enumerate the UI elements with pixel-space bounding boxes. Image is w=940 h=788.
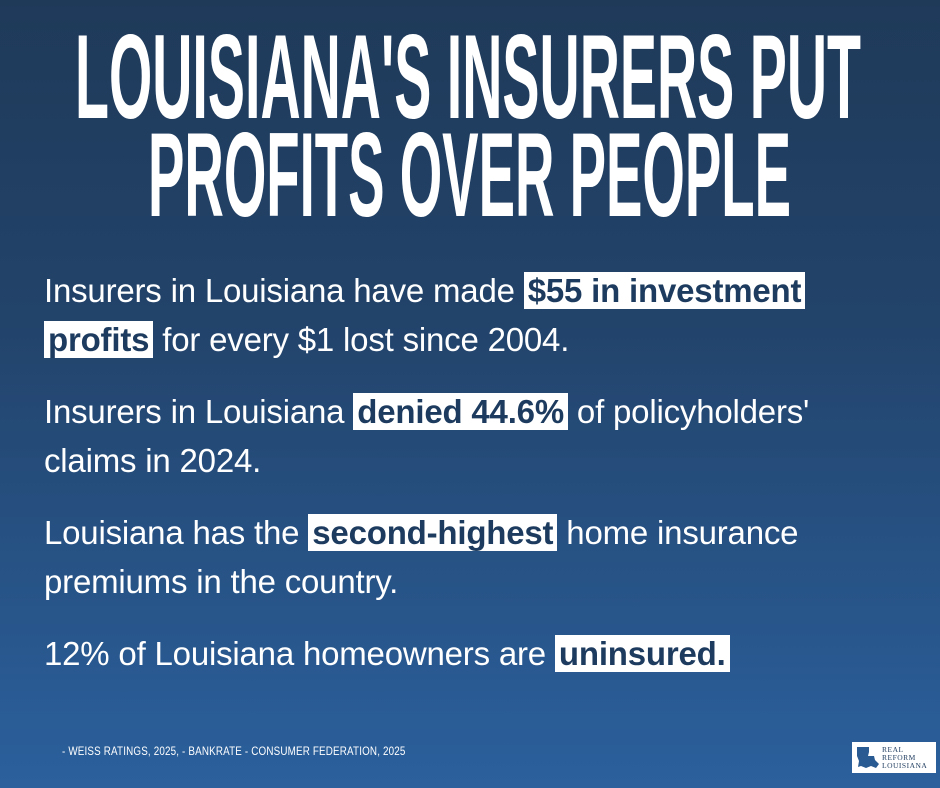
fact-text: Insurers in Louisiana have made [44,272,524,309]
fact-text: of policyholders' claims in 2024. [44,393,810,479]
title-line: PROFITS OVER PEOPLE [148,108,791,240]
fact: Insurers in Louisiana have made $55 in i… [44,266,904,364]
fact-text: 12% of Louisiana homeowners are [44,635,555,672]
highlight-text: uninsured. [554,635,730,672]
logo-text: LOUISIANA [882,761,928,770]
fact-text: home insurance premiums in the country. [44,514,799,600]
logo-icon [857,747,879,768]
logo: REAL REFORM LOUISIANA [852,742,936,773]
logo-text: REAL [882,745,904,754]
logo-text: REFORM [882,753,916,762]
fact-text: Insurers in Louisiana [44,393,354,430]
title-block: LOUISIANA'S INSURERS PUT PROFITS OVER PE… [75,10,861,240]
fact: 12% of Louisiana homeowners are uninsure… [44,629,904,678]
facts: Insurers in Louisiana have made $55 in i… [44,266,904,701]
fact: Insurers in Louisiana denied 44.6% of po… [44,387,904,485]
fact-text: Louisiana has the [44,514,309,551]
highlight-text: denied 44.6% [353,393,568,430]
fact: Louisiana has the second-highest home in… [44,508,904,606]
highlight-text: second-highest [308,514,558,551]
source: - WEISS RATINGS, 2025, - BANKRATE - CONS… [62,744,406,758]
title-line: LOUISIANA'S INSURERS PUT [75,10,861,144]
fact-text: for every $1 lost since 2004. [153,321,570,358]
